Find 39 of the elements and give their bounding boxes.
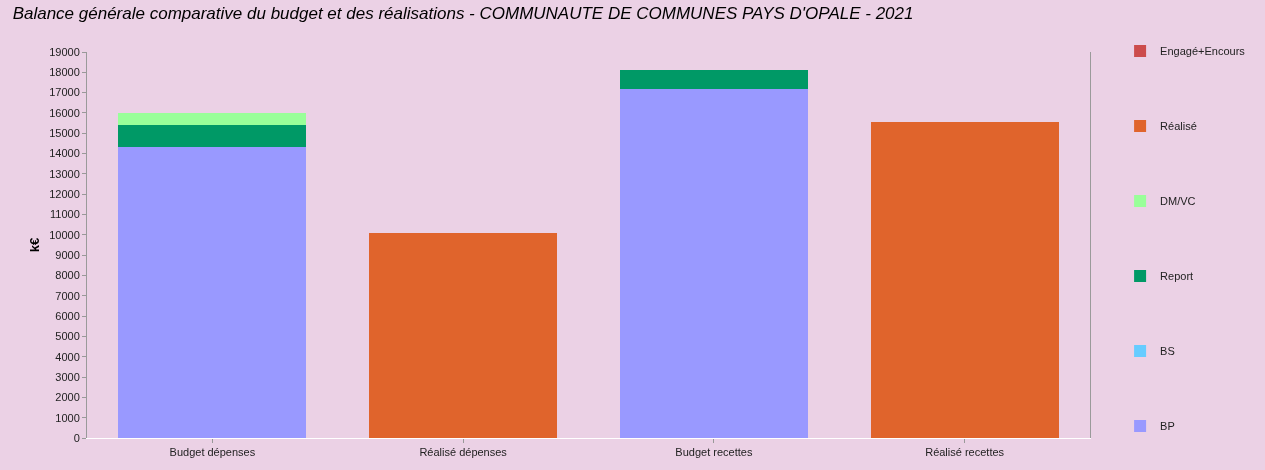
chart-title: Balance générale comparative du budget et des réalisations - COMMUNAUTE DE COMMUNES PAYS D'OPALE - 2021 bbox=[12, 3, 914, 23]
y-tick-label: 10000 bbox=[49, 228, 80, 241]
legend-label: DM/VC bbox=[1160, 195, 1196, 208]
bar bbox=[118, 112, 307, 126]
y-tick-label: 18000 bbox=[49, 66, 80, 79]
y-axis-title: k€ bbox=[27, 237, 43, 253]
y-tick-label: 2000 bbox=[55, 391, 80, 404]
y-tick-label: 11000 bbox=[50, 208, 80, 221]
y-tick-label: 5000 bbox=[55, 330, 80, 343]
x-tick-label: Budget dépenses bbox=[169, 446, 256, 459]
x-tick-label: Réalisé dépenses bbox=[419, 446, 508, 459]
y-tick-label: 3000 bbox=[55, 370, 80, 383]
y-tick-label: 7000 bbox=[55, 289, 80, 302]
y-tick-label: 14000 bbox=[49, 147, 80, 160]
legend-label: BS bbox=[1160, 345, 1175, 358]
bar bbox=[619, 70, 808, 89]
y-tick-label: 12000 bbox=[49, 188, 80, 201]
y-tick-label: 4000 bbox=[55, 350, 80, 363]
y-tick-label: 8000 bbox=[55, 269, 80, 282]
legend-label: BP bbox=[1160, 420, 1175, 433]
bar bbox=[870, 122, 1059, 438]
bar bbox=[118, 125, 307, 148]
bar bbox=[118, 147, 307, 438]
y-tick-label: 9000 bbox=[55, 249, 80, 262]
y-tick-label: 0 bbox=[73, 431, 80, 444]
y-tick-label: 19000 bbox=[49, 45, 80, 58]
y-tick-label: 17000 bbox=[49, 86, 80, 99]
y-tick-label: 6000 bbox=[55, 309, 80, 322]
legend-label: Report bbox=[1160, 270, 1194, 283]
bar bbox=[619, 88, 808, 438]
y-tick-label: 16000 bbox=[49, 106, 80, 119]
bar bbox=[369, 232, 558, 438]
x-tick-label: Réalisé recettes bbox=[925, 446, 1005, 459]
y-tick-label: 15000 bbox=[49, 127, 80, 140]
legend-label: Engagé+Encours bbox=[1160, 45, 1246, 58]
x-tick-label: Budget recettes bbox=[675, 446, 753, 459]
legend-label: Réalisé bbox=[1160, 120, 1197, 133]
y-tick-label: 1000 bbox=[55, 411, 80, 424]
y-tick-label: 13000 bbox=[49, 167, 80, 180]
